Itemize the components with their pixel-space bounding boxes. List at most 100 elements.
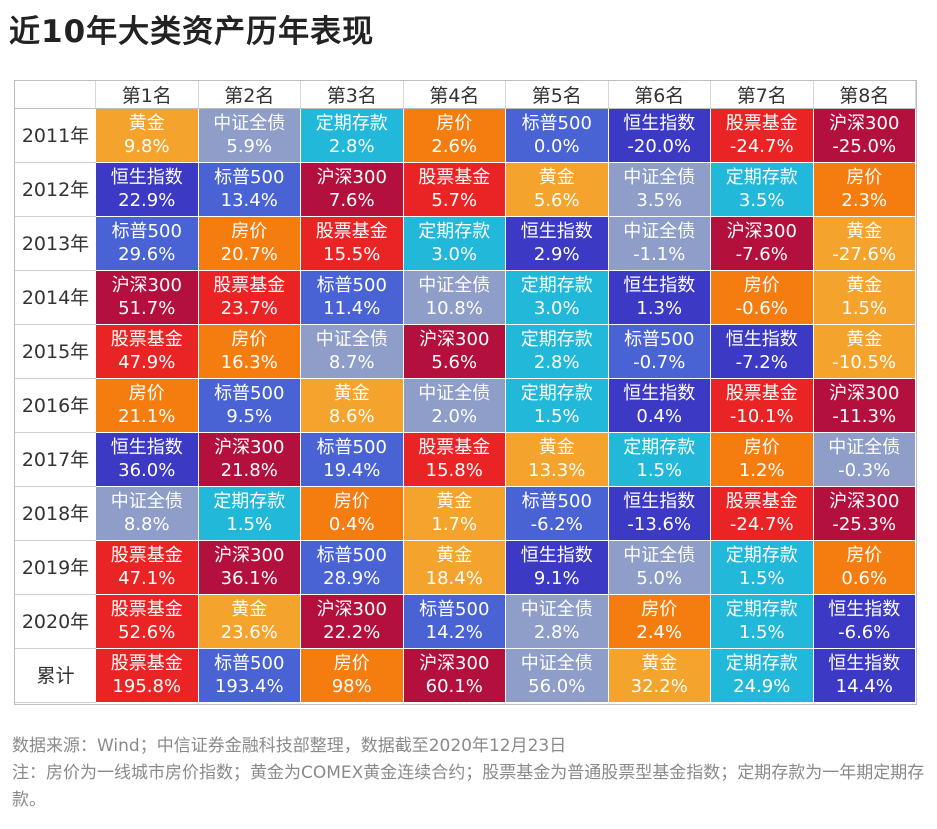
table-cell: 沪深300 -25.3% bbox=[813, 487, 916, 541]
table-cell: 股票基金 195.8% bbox=[96, 649, 199, 703]
asset-name: 沪深300 bbox=[111, 275, 182, 296]
asset-name: 黄金 bbox=[231, 599, 268, 620]
row-label: 2017年 bbox=[15, 433, 96, 487]
asset-return: -0.3% bbox=[838, 460, 891, 481]
asset-name: 标普500 bbox=[214, 383, 285, 404]
page-title: 近10年大类资产历年表现 bbox=[9, 14, 375, 50]
table-cell: 标普500 0.0% bbox=[506, 109, 609, 163]
table-cell: 标普500 193.4% bbox=[198, 649, 301, 703]
asset-return: 47.1% bbox=[118, 568, 176, 589]
asset-return: 5.9% bbox=[226, 136, 273, 157]
table-cell: 房价 20.7% bbox=[198, 217, 301, 271]
asset-return: -13.6% bbox=[627, 514, 692, 535]
asset-name: 房价 bbox=[641, 599, 678, 620]
table-cell: 中证全债 8.7% bbox=[301, 325, 404, 379]
asset-name: 黄金 bbox=[538, 167, 575, 188]
asset-name: 中证全债 bbox=[828, 437, 901, 458]
asset-return: 18.4% bbox=[425, 568, 483, 589]
row-label: 2018年 bbox=[15, 487, 96, 541]
row-label: 2019年 bbox=[15, 541, 96, 595]
asset-return: 15.8% bbox=[425, 460, 483, 481]
table-cell: 房价 98% bbox=[301, 649, 404, 703]
table-cell: 中证全债 56.0% bbox=[506, 649, 609, 703]
asset-return: -27.6% bbox=[832, 244, 897, 265]
table-cell: 沪深300 -25.0% bbox=[813, 109, 916, 163]
table-cell: 房价 1.2% bbox=[711, 433, 814, 487]
asset-name: 股票基金 bbox=[725, 113, 798, 134]
asset-name: 股票基金 bbox=[110, 599, 183, 620]
table-cell: 沪深300 7.6% bbox=[301, 163, 404, 217]
asset-return: 9.1% bbox=[533, 568, 580, 589]
asset-name: 中证全债 bbox=[110, 491, 183, 512]
asset-return: -7.2% bbox=[735, 352, 788, 373]
asset-name: 房价 bbox=[333, 653, 370, 674]
asset-name: 标普500 bbox=[214, 167, 285, 188]
asset-name: 股票基金 bbox=[418, 437, 491, 458]
asset-return: 20.7% bbox=[220, 244, 278, 265]
asset-return: 9.5% bbox=[226, 406, 273, 427]
asset-name: 股票基金 bbox=[725, 491, 798, 512]
asset-return: 22.9% bbox=[118, 190, 176, 211]
asset-return: 15.5% bbox=[323, 244, 381, 265]
table-cell: 恒生指数 -7.2% bbox=[711, 325, 814, 379]
asset-return: 10.8% bbox=[425, 298, 483, 319]
asset-name: 房价 bbox=[743, 275, 780, 296]
asset-name: 房价 bbox=[846, 545, 883, 566]
asset-return: 5.6% bbox=[533, 190, 580, 211]
asset-return: 2.9% bbox=[533, 244, 580, 265]
asset-name: 标普500 bbox=[214, 653, 285, 674]
asset-name: 沪深300 bbox=[419, 653, 490, 674]
table-cell: 房价 0.6% bbox=[813, 541, 916, 595]
table-cell: 中证全债 -1.1% bbox=[608, 217, 711, 271]
asset-return: 9.8% bbox=[123, 136, 170, 157]
asset-return: 0.0% bbox=[533, 136, 580, 157]
table-cell: 标普500 14.2% bbox=[403, 595, 506, 649]
asset-return: 1.5% bbox=[738, 622, 785, 643]
asset-name: 标普500 bbox=[521, 113, 592, 134]
asset-return: -6.6% bbox=[838, 622, 891, 643]
table-cell: 房价 -0.6% bbox=[711, 271, 814, 325]
asset-return: -11.3% bbox=[832, 406, 897, 427]
asset-name: 中证全债 bbox=[213, 113, 286, 134]
asset-return: 3.0% bbox=[533, 298, 580, 319]
asset-name: 恒生指数 bbox=[828, 653, 901, 674]
table-cell: 黄金 1.5% bbox=[813, 271, 916, 325]
asset-name: 沪深300 bbox=[726, 221, 797, 242]
asset-name: 恒生指数 bbox=[725, 329, 798, 350]
table-cell: 黄金 9.8% bbox=[96, 109, 199, 163]
asset-return: 23.6% bbox=[220, 622, 278, 643]
asset-name: 标普500 bbox=[316, 437, 387, 458]
asset-return: 1.5% bbox=[533, 406, 580, 427]
asset-name: 定期存款 bbox=[725, 653, 798, 674]
table-cell: 股票基金 -24.7% bbox=[711, 109, 814, 163]
asset-return: 14.2% bbox=[425, 622, 483, 643]
asset-return: -25.3% bbox=[832, 514, 897, 535]
asset-name: 标普500 bbox=[316, 545, 387, 566]
asset-name: 股票基金 bbox=[110, 653, 183, 674]
table-cell: 黄金 23.6% bbox=[198, 595, 301, 649]
asset-return: -10.1% bbox=[729, 406, 794, 427]
asset-name: 沪深300 bbox=[829, 491, 900, 512]
asset-return: 0.4% bbox=[636, 406, 683, 427]
asset-name: 标普500 bbox=[521, 491, 592, 512]
asset-return: 22.2% bbox=[323, 622, 381, 643]
table-cell: 恒生指数 14.4% bbox=[813, 649, 916, 703]
table-cell: 沪深300 22.2% bbox=[301, 595, 404, 649]
asset-name: 中证全债 bbox=[520, 599, 593, 620]
asset-return: 8.8% bbox=[123, 514, 170, 535]
asset-name: 恒生指数 bbox=[623, 491, 696, 512]
asset-name: 股票基金 bbox=[110, 329, 183, 350]
asset-return: 1.5% bbox=[226, 514, 273, 535]
table-cell: 定期存款 3.0% bbox=[403, 217, 506, 271]
table-cell: 定期存款 2.8% bbox=[506, 325, 609, 379]
asset-name: 沪深300 bbox=[316, 167, 387, 188]
table-cell: 中证全债 8.8% bbox=[96, 487, 199, 541]
table-cell: 中证全债 2.8% bbox=[506, 595, 609, 649]
footnote: 注：房价为一线城市房价指数；黄金为COMEX黄金连续合约；股票基金为普通股票型基… bbox=[12, 763, 925, 810]
asset-return: -0.7% bbox=[633, 352, 686, 373]
asset-name: 沪深300 bbox=[419, 329, 490, 350]
table-cell: 定期存款 1.5% bbox=[608, 433, 711, 487]
asset-return: 36.1% bbox=[220, 568, 278, 589]
table-cell: 黄金 32.2% bbox=[608, 649, 711, 703]
asset-name: 恒生指数 bbox=[623, 383, 696, 404]
